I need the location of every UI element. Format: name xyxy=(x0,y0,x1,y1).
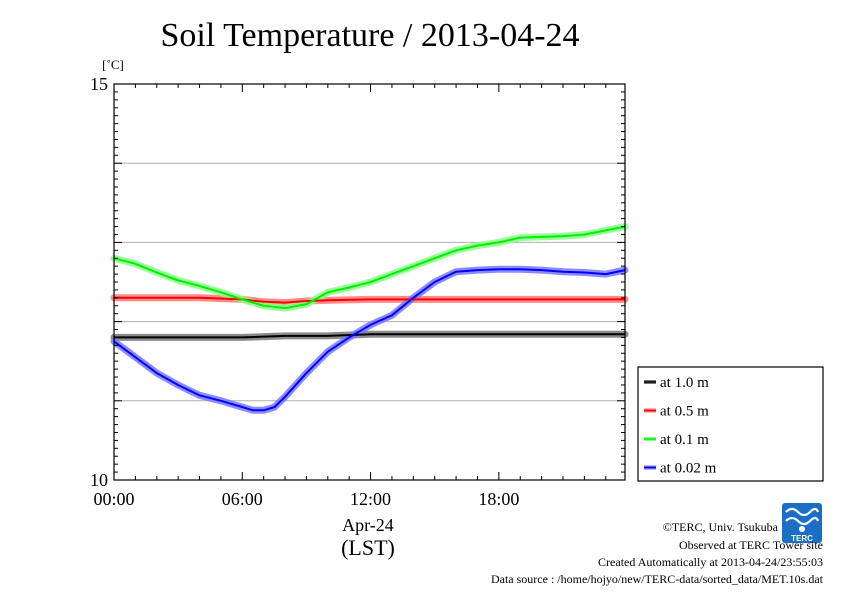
logo-text: TERC xyxy=(791,534,813,543)
y-tick-label: 10 xyxy=(90,470,108,490)
series-line xyxy=(113,268,626,412)
logo-wave-icon xyxy=(785,507,820,517)
chart-title: Soil Temperature / 2013-04-24 xyxy=(160,17,579,54)
source-text: Data source : /home/hojyo/new/TERC-data/… xyxy=(491,572,824,586)
terc-logo: TERC xyxy=(782,503,822,543)
legend: at 1.0 m at 0.5 m at 0.1 m at 0.02 m xyxy=(637,366,824,482)
legend-box xyxy=(637,366,824,482)
x-date-label: Apr-24 xyxy=(342,515,394,535)
series-line xyxy=(114,333,625,339)
created-text: Created Automatically at 2013-04-24/23:5… xyxy=(598,555,823,569)
copyright-text: ©TERC, Univ. Tsukuba xyxy=(663,520,779,534)
series-lines xyxy=(113,225,626,412)
legend-label: at 1.0 m xyxy=(660,375,709,391)
series-line xyxy=(114,296,625,304)
y-tick-label: 15 xyxy=(90,74,108,94)
x-axis-label: (LST) xyxy=(341,535,395,560)
series-noise-bands xyxy=(110,223,629,414)
x-axis-ticks: 00:00 06:00 12:00 18:00 xyxy=(93,84,607,509)
logo-wave-icon xyxy=(785,516,820,526)
x-tick-label: 00:00 xyxy=(93,489,134,509)
grid-lines xyxy=(114,162,625,402)
x-tick-label: 12:00 xyxy=(350,489,391,509)
legend-label: at 0.02 m xyxy=(660,461,717,477)
legend-label: at 0.5 m xyxy=(660,404,709,420)
x-tick-label: 06:00 xyxy=(222,489,263,509)
x-tick-label: 18:00 xyxy=(478,489,519,509)
y-axis-ticks: 10 15 xyxy=(90,74,625,490)
legend-label: at 0.1 m xyxy=(660,432,709,448)
logo-drop-icon xyxy=(799,526,805,532)
site-text: Observed at TERC Tower site xyxy=(679,538,823,552)
y-unit-label: [˚C] xyxy=(102,57,124,72)
series-line xyxy=(113,225,626,310)
